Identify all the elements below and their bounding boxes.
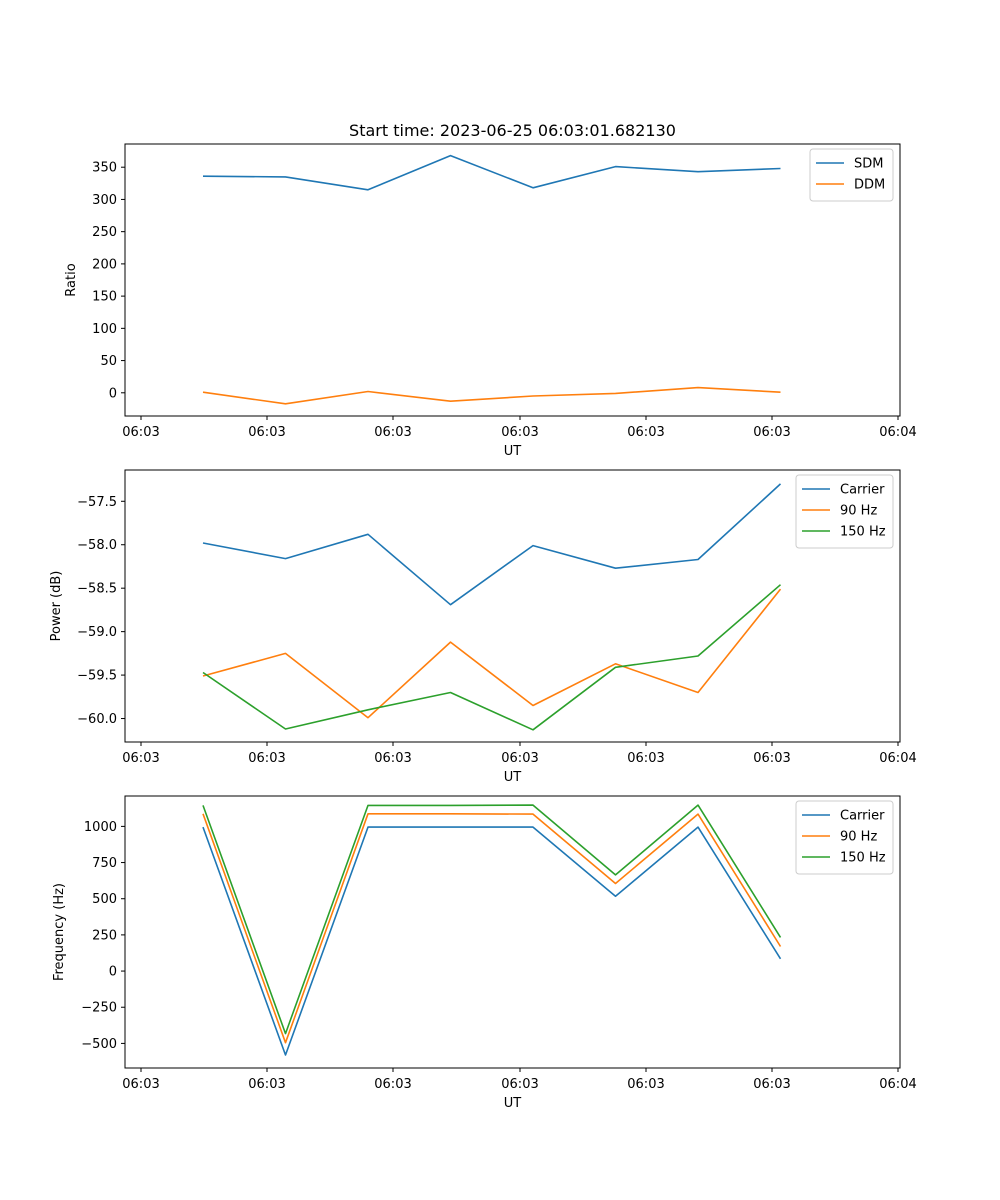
y-tick-label: 1000 [84,820,117,835]
legend-label: 90 Hz [840,830,877,845]
series-line-sdm [202,154,781,191]
y-tick-label: −58.5 [77,582,117,597]
axes-frame [124,143,901,417]
y-axis-label: Frequency (Hz) [52,883,67,981]
series-line-150-hz [202,804,782,1035]
y-tick-label: 0 [109,386,117,401]
y-axis-label: Ratio [64,263,79,296]
y-tick-label: −58.0 [77,538,117,553]
series-line-90-hz [202,812,782,1044]
legend-label: Carrier [840,809,885,824]
y-axis-label: Power (dB) [49,571,64,642]
x-tick-label: 06:03 [248,1077,285,1092]
legend-label: SDM [854,157,883,172]
series-line-carrier [202,483,782,606]
x-tick-label: 06:03 [374,751,411,766]
x-tick-label: 06:03 [122,751,159,766]
legend-label: DDM [854,178,885,193]
x-tick-label: 06:03 [501,751,538,766]
x-tick-label: 06:03 [753,1077,790,1092]
legend-box [795,474,894,549]
y-tick-label: 100 [92,322,117,337]
x-tick-label: 06:03 [627,425,664,440]
x-axis-label: UT [504,1096,522,1111]
legend-box [795,800,894,875]
series-line-90-hz [202,588,782,719]
x-tick-label: 06:03 [122,1077,159,1092]
x-axis-label: UT [504,444,522,459]
legend-label: 150 Hz [840,525,886,540]
axes-frame [124,469,901,743]
x-tick-label: 06:03 [374,425,411,440]
x-tick-label: 06:04 [879,1077,916,1092]
series-line-carrier [202,826,782,1056]
x-tick-label: 06:04 [879,751,916,766]
legend: SDM DDM [809,148,894,202]
y-tick-label: −59.5 [77,669,117,684]
series-line-ddm [202,386,781,405]
y-tick-label: 0 [109,965,117,980]
chart-panel-1: Start time: 2023-06-25 06:03:01.682130 06… [64,121,917,459]
y-tick-label: −57.5 [77,495,117,510]
series-line-150-hz [202,584,782,731]
x-tick-label: 06:03 [248,751,285,766]
x-tick-label: 06:03 [753,425,790,440]
x-tick-label: 06:03 [501,1077,538,1092]
x-axis-label: UT [504,770,522,785]
legend-label: 150 Hz [840,851,886,866]
x-tick-label: 06:03 [753,751,790,766]
y-tick-label: 350 [92,161,117,176]
y-tick-label: 300 [92,193,117,208]
y-tick-label: 250 [92,225,117,240]
x-tick-label: 06:03 [627,1077,664,1092]
y-tick-label: 500 [92,892,117,907]
y-tick-label: −250 [81,1001,117,1016]
x-tick-label: 06:04 [879,425,916,440]
legend-label: Carrier [840,483,885,498]
x-tick-label: 06:03 [501,425,538,440]
y-tick-label: 750 [92,856,117,871]
y-tick-label: 150 [92,290,117,305]
y-tick-label: 200 [92,257,117,272]
chart-panel-3: 06:03 06:03 06:03 06:03 06:03 06:03 06:04 UT −50… [52,795,917,1111]
legend: Carrier 90 Hz 150 Hz [795,800,894,875]
x-tick-label: 06:03 [374,1077,411,1092]
y-tick-label: −500 [81,1037,117,1052]
axes-frame [124,795,901,1069]
y-tick-label: −59.0 [77,625,117,640]
legend-label: 90 Hz [840,504,877,519]
legend-box [809,148,894,202]
legend: Carrier 90 Hz 150 Hz [795,474,894,549]
chart-title: Start time: 2023-06-25 06:03:01.682130 [349,121,676,140]
x-tick-label: 06:03 [627,751,664,766]
x-tick-label: 06:03 [122,425,159,440]
x-tick-label: 06:03 [248,425,285,440]
y-tick-label: 50 [100,354,117,369]
y-tick-label: −60.0 [77,712,117,727]
y-tick-label: 250 [92,928,117,943]
chart-panel-2: 06:03 06:03 06:03 06:03 06:03 06:03 06:04 UT −60… [49,469,917,785]
